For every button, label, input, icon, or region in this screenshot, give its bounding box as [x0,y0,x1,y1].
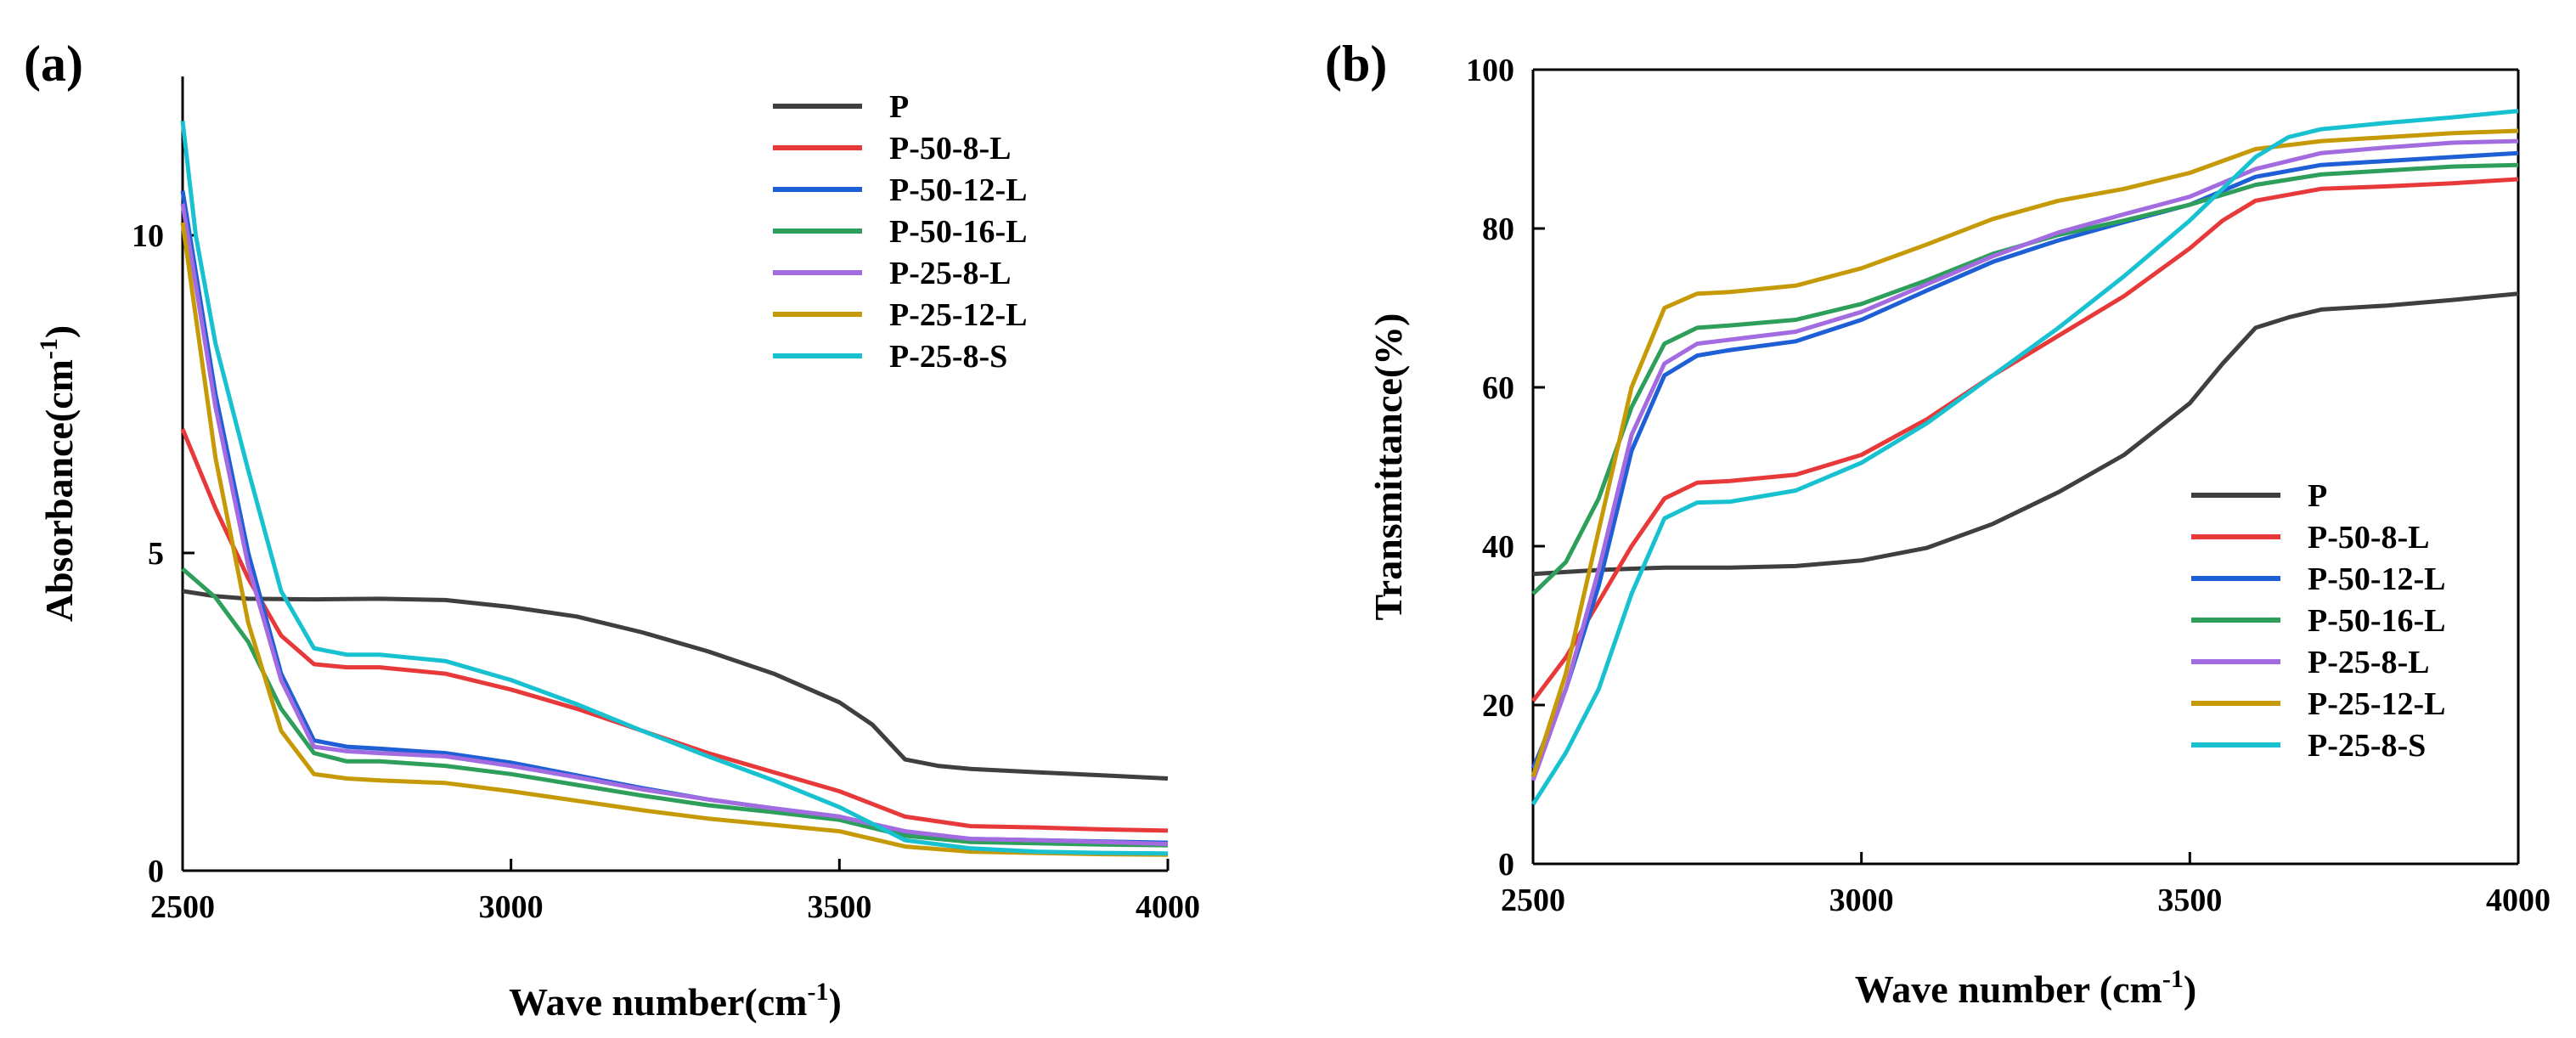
panel-b: (b) 2500 3000 3500 4000 0 20 40 60 80 100 Wave numb… [1325,36,2551,1011]
panel-a-y-tick-label: 0 [148,854,164,889]
panel-b-x-tick-label: 2500 [1501,883,1565,918]
panel-b-x-tick-label: 3000 [1829,883,1894,918]
panel-b-series-p-50-12-l [1530,150,2519,770]
panel-a-legend-label-p-50-8-l: P-50-8-L [889,131,1012,166]
panel-b-x-tick-label: 4000 [2486,883,2551,918]
panel-b-y-tick-label: 20 [1482,688,1514,724]
panel-b-legend-label-p-25-8-l: P-25-8-L [2308,645,2430,680]
panel-a-x-tick-label: 4000 [1136,889,1200,925]
panel-b-series-p-25-12-l [1530,128,2519,777]
panel-a-y-tick-label: 10 [132,218,164,254]
panel-b-legend-label-p-25-12-l: P-25-12-L [2308,686,2446,722]
panel-b-label: (b) [1325,36,1387,92]
panel-a-x-tick-label: 3000 [479,889,544,925]
panel-b-series-p-50-16-l [1531,162,2519,595]
panel-b-x-tick-label: 3500 [2157,883,2222,918]
panel-b-series-p-25-8-s [1530,109,2519,806]
panel-b-x-axis-title: Wave number (cm-1) [1855,965,2196,1011]
panel-b-y-axis-title: Transmittance(%) [1367,313,1410,621]
panel-a-y-tick-label: 5 [148,536,164,572]
panel-a-label: (a) [24,36,83,92]
panel-b-y-tick-label: 100 [1466,53,1514,88]
panel-a-series-p-50-16-l [181,567,1169,848]
panel-a-legend-label-p-25-8-l: P-25-8-L [889,256,1012,291]
panel-b-legend-label-p: P [2308,478,2327,514]
panel-a-legend-label-p: P [889,89,909,125]
panel-a-series-p [182,589,1169,781]
panel-b-y-tick-label: 80 [1482,212,1514,247]
panel-a-series-p-25-8-l [180,203,1169,847]
panel-b-legend-label-p-50-8-l: P-50-8-L [2308,520,2430,556]
panel-a-x-tick-label: 3500 [807,889,871,925]
panel-a-legend-label-p-50-12-l: P-50-12-L [889,172,1028,208]
panel-b-legend-label-p-50-16-l: P-50-16-L [2308,603,2446,639]
panel-a-y-axis-title: Absorbance(cm-1) [35,325,81,623]
panel-a-series-p-25-8-s [180,121,1169,856]
panel-b-y-tick-label: 60 [1482,370,1514,406]
panel-a-legend-label-p-25-8-s: P-25-8-S [889,339,1007,375]
panel-a: (a) 2500 3000 3500 4000 0 5 10 Wave number(cm-1)… [24,36,1200,1024]
panel-a-legend-label-p-50-16-l: P-50-16-L [889,214,1028,250]
panel-b-series-p [1532,291,2519,577]
panel-a-series-p-50-8-l [180,428,1169,833]
panel-a-series-p-25-12-l [180,222,1169,857]
panel-b-y-tick-label: 40 [1482,529,1514,565]
panel-a-x-tick-label: 2500 [150,889,215,925]
panel-b-y-tick-label: 0 [1498,847,1514,883]
panel-a-legend-label-p-25-12-l: P-25-12-L [889,297,1028,333]
panel-b-legend-label-p-50-12-l: P-50-12-L [2308,561,2446,597]
panel-a-x-axis-title: Wave number(cm-1) [509,978,842,1024]
panel-b-legend-label-p-25-8-s: P-25-8-S [2308,728,2426,764]
panel-b-series-p-25-8-l [1530,138,2519,781]
